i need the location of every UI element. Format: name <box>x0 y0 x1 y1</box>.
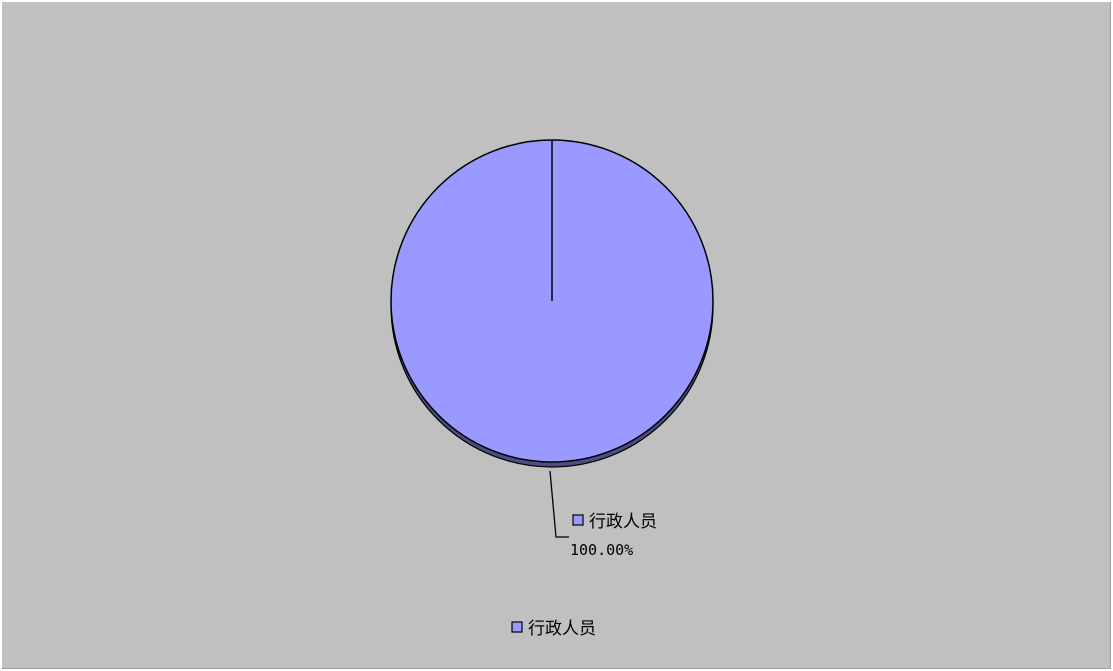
data-label-category: 行政人员 <box>589 512 657 532</box>
data-label-leader-line <box>549 470 569 538</box>
legend: 行政人员 <box>511 619 596 639</box>
legend-swatch <box>511 621 523 633</box>
data-label: 行政人员 100.00% <box>570 512 657 559</box>
legend-entry: 行政人员 <box>528 619 596 639</box>
data-label-swatch <box>572 514 584 526</box>
data-label-percent: 100.00% <box>570 541 633 559</box>
